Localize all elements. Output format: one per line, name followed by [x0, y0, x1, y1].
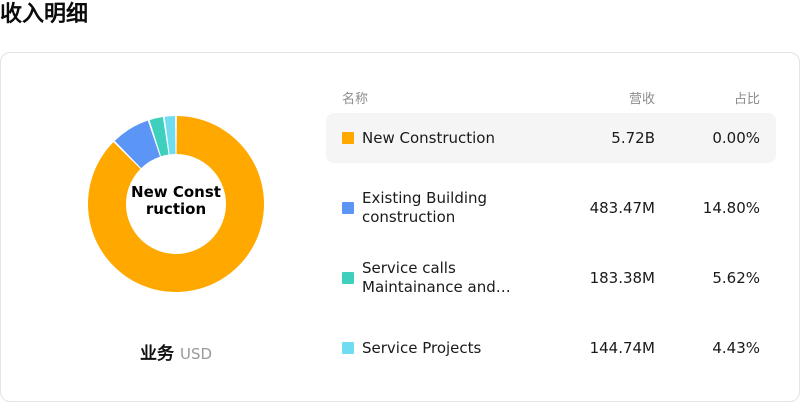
donut-slice[interactable]	[149, 116, 169, 157]
donut-center-line-1: New Const	[131, 183, 221, 201]
row-name: Service calls Maintainance and Repairs	[362, 259, 496, 296]
caption-label: 业务	[139, 344, 174, 364]
header-name: 名称	[342, 92, 369, 107]
revenue-card: New Const ruction 业务 USD 名称 营收 占比 New Con…	[0, 52, 800, 402]
caption-unit: USD	[179, 345, 213, 363]
header-revenue: 营收	[628, 92, 655, 107]
donut-center-line-2: ruction	[145, 200, 207, 218]
legend-swatch	[342, 342, 354, 354]
donut-svg	[88, 116, 264, 292]
table-header: 名称 营收 占比	[326, 83, 776, 113]
legend-swatch	[342, 202, 354, 214]
donut-slice[interactable]	[164, 116, 176, 155]
donut-caption: 业务 USD	[1, 339, 351, 364]
table-row[interactable]: Service Projects 144.74M 4.43%	[326, 323, 776, 373]
legend-swatch	[342, 132, 354, 144]
table-row[interactable]: Service calls Maintainance and Repairs 1…	[326, 253, 776, 303]
row-name: Existing Building construction	[362, 189, 488, 226]
row-name: Service Projects	[362, 338, 482, 357]
donut-center-label: New Const ruction	[118, 184, 234, 218]
row-share: 14.80%	[702, 199, 760, 217]
donut-slice[interactable]	[88, 116, 264, 292]
header-share: 占比	[733, 92, 760, 107]
donut-slice[interactable]	[114, 120, 160, 169]
row-share: 4.43%	[712, 339, 760, 357]
table-row[interactable]: New Construction 5.72B 0.00%	[326, 113, 776, 163]
table-row[interactable]: Existing Building construction 483.47M 1…	[326, 183, 776, 233]
row-name: New Construction	[362, 128, 495, 147]
row-share: 5.62%	[712, 269, 760, 287]
page-title: 收入明细	[0, 2, 89, 27]
row-revenue: 144.74M	[589, 339, 655, 357]
revenue-table: 名称 营收 占比 New Construction 5.72B 0.00% Ex…	[326, 83, 776, 393]
row-share: 0.00%	[712, 129, 760, 147]
row-revenue: 183.38M	[589, 269, 655, 287]
row-revenue: 483.47M	[589, 199, 655, 217]
donut-chart: New Const ruction	[88, 116, 264, 292]
row-revenue: 5.72B	[611, 129, 655, 147]
legend-swatch	[342, 272, 354, 284]
